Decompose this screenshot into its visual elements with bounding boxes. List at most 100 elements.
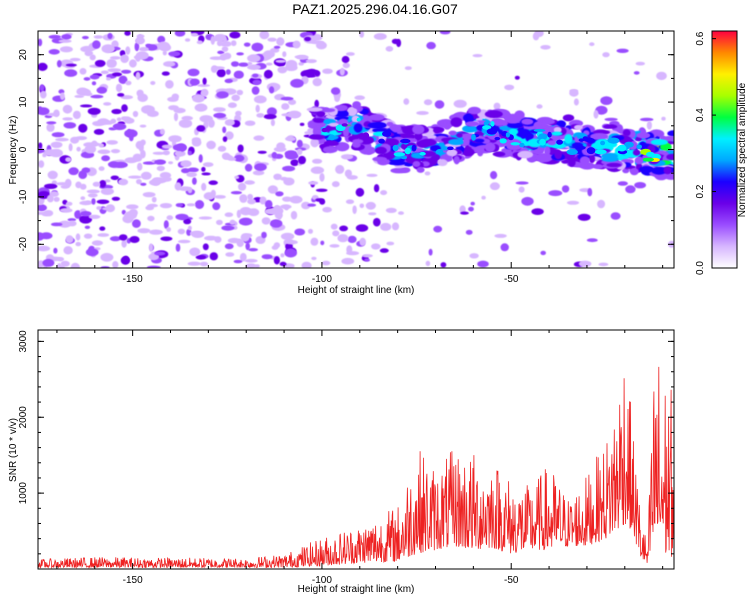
noise-blob (91, 198, 96, 205)
noise-blob (301, 261, 312, 268)
noise-blob (210, 65, 218, 73)
signal-blob (412, 161, 421, 167)
noise-blob (149, 229, 163, 235)
noise-blob (159, 203, 173, 209)
noise-blob (70, 262, 80, 268)
signal-blob (389, 160, 407, 166)
noise-blob (270, 119, 275, 127)
noise-blob (157, 41, 170, 51)
noise-blob (125, 80, 132, 86)
noise-blob (315, 41, 327, 50)
noise-blob (238, 62, 249, 67)
noise-blob (117, 93, 125, 97)
noise-blob (192, 177, 197, 185)
noise-blob (216, 91, 229, 99)
noise-blob (331, 181, 340, 188)
signal-blob (504, 113, 522, 124)
noise-blob (213, 112, 227, 119)
signal-core (519, 142, 525, 148)
signal-core (617, 144, 627, 152)
signal-blob (564, 134, 573, 144)
noise-blob (391, 222, 400, 231)
noise-blob (380, 190, 388, 196)
noise-blob (247, 193, 254, 201)
noise-blob (216, 68, 226, 78)
noise-blob (341, 154, 354, 160)
noise-blob (174, 31, 186, 37)
noise-blob (540, 45, 551, 50)
noise-blob (64, 69, 78, 77)
noise-blob (106, 77, 111, 81)
noise-blob (330, 223, 338, 230)
noise-blob (548, 190, 563, 197)
noise-blob (190, 32, 199, 37)
noise-blob (88, 214, 101, 219)
noise-blob (187, 68, 200, 77)
noise-blob (65, 235, 74, 244)
noise-blob (252, 73, 259, 78)
noise-blob (53, 247, 58, 254)
noise-blob (566, 200, 580, 205)
noise-blob (284, 205, 289, 211)
noise-blob (186, 203, 196, 207)
noise-blob (38, 160, 45, 168)
noise-blob (616, 48, 629, 53)
signal-core (600, 140, 606, 146)
noise-blob (490, 171, 498, 180)
noise-blob (216, 219, 223, 226)
noise-blob (251, 86, 260, 95)
noise-blob (94, 59, 106, 67)
noise-blob (58, 220, 72, 228)
y-tick-label: 0 (18, 146, 29, 152)
noise-blob (244, 180, 256, 185)
noise-blob (334, 95, 340, 102)
signal-blob (533, 149, 544, 155)
noise-blob (121, 104, 128, 112)
signal-blob (441, 137, 452, 143)
noise-blob (175, 213, 189, 221)
noise-blob (272, 220, 279, 226)
y-tick-label: -10 (18, 189, 29, 204)
noise-blob (187, 225, 192, 231)
noise-blob (90, 94, 104, 99)
noise-blob (341, 257, 355, 265)
signal-core (378, 138, 385, 144)
noise-blob (58, 39, 72, 43)
noise-blob (159, 128, 165, 135)
noise-blob (233, 259, 243, 264)
noise-blob (137, 228, 151, 234)
noise-blob (238, 182, 247, 191)
noise-blob (245, 263, 257, 268)
x-tick-label: -50 (504, 274, 519, 285)
signal-blob (556, 120, 567, 128)
signal-blob (310, 138, 320, 148)
noise-blob (102, 207, 112, 211)
signal-blob (308, 134, 326, 140)
noise-blob (307, 203, 317, 207)
noise-blob (47, 170, 58, 180)
noise-blob (453, 99, 467, 108)
noise-blob (198, 216, 213, 220)
noise-blob (248, 208, 260, 217)
signal-blob (416, 166, 425, 173)
signal-blob (306, 107, 323, 112)
noise-blob (385, 207, 397, 213)
signal-core (499, 138, 507, 144)
noise-blob (80, 196, 86, 201)
noise-blob (68, 167, 79, 176)
signal-blob (446, 149, 458, 157)
noise-blob (289, 195, 303, 204)
noise-blob (51, 132, 65, 138)
signal-blob (448, 138, 465, 146)
noise-blob (132, 153, 143, 162)
noise-blob (282, 51, 287, 58)
noise-blob (178, 239, 191, 244)
noise-blob (125, 46, 131, 55)
signal-blob (346, 106, 358, 117)
noise-blob (237, 144, 244, 153)
noise-blob (354, 95, 366, 100)
noise-blob (589, 42, 595, 47)
noise-blob (424, 171, 431, 176)
noise-blob (187, 187, 193, 194)
